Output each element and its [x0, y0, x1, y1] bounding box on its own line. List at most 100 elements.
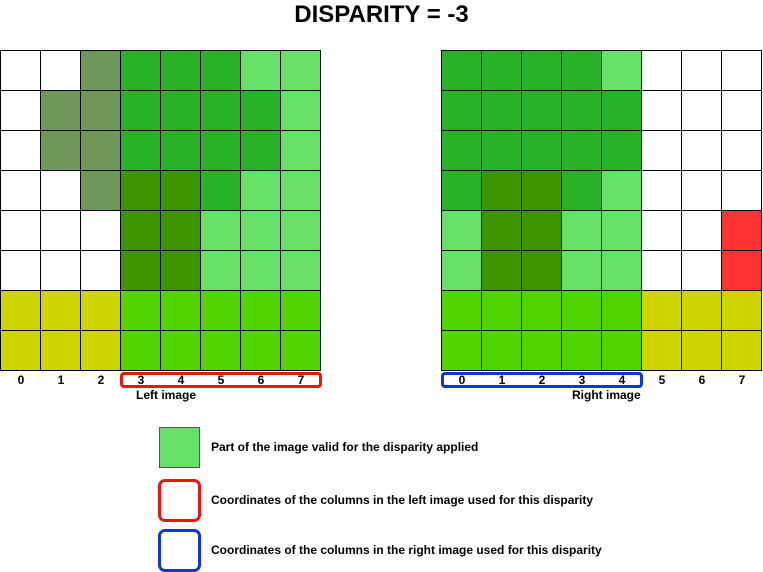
left-cell — [200, 50, 241, 91]
right-cell — [561, 250, 602, 291]
left-image-row — [0, 290, 321, 331]
left-cell — [80, 210, 121, 251]
left-cell — [0, 290, 41, 331]
right-cell — [561, 170, 602, 211]
left-cell — [280, 50, 321, 91]
left-cell — [120, 290, 161, 331]
right-cell — [641, 90, 682, 131]
right-cell — [601, 290, 642, 331]
left-cell — [80, 90, 121, 131]
right-cell — [481, 50, 522, 91]
right-cell — [561, 130, 602, 171]
right-cell — [601, 210, 642, 251]
left-cell — [80, 250, 121, 291]
right-cell — [721, 250, 762, 291]
left-column-label: 0 — [17, 373, 25, 387]
right-cell — [441, 210, 482, 251]
legend-swatch-valid — [159, 427, 200, 468]
right-cell — [481, 170, 522, 211]
left-cell — [0, 250, 41, 291]
left-cell — [280, 250, 321, 291]
right-cell — [601, 90, 642, 131]
legend-swatch-right-columns — [158, 529, 201, 572]
diagram-title: DISPARITY = -3 — [294, 1, 469, 28]
right-cell — [681, 170, 722, 211]
right-cell — [521, 250, 562, 291]
left-cell — [40, 290, 81, 331]
left-cell — [40, 330, 81, 371]
left-cell — [240, 210, 281, 251]
right-column-label: 3 — [578, 373, 586, 387]
right-cell — [521, 170, 562, 211]
right-image-column-labels: 0 1 2 3 4 5 6 7 — [442, 373, 762, 387]
left-cell — [160, 170, 201, 211]
right-column-label: 1 — [498, 373, 506, 387]
left-image-row — [0, 330, 321, 371]
right-cell — [601, 130, 642, 171]
right-cell — [601, 170, 642, 211]
right-column-label: 2 — [538, 373, 546, 387]
left-cell — [0, 130, 41, 171]
left-column-label: 4 — [177, 373, 185, 387]
left-cell — [280, 170, 321, 211]
right-image-label: Right image — [572, 388, 641, 402]
left-column-label: 6 — [257, 373, 265, 387]
left-cell — [160, 250, 201, 291]
left-cell — [0, 210, 41, 251]
right-cell — [721, 290, 762, 331]
left-image-grid — [0, 50, 321, 371]
right-cell — [441, 290, 482, 331]
right-cell — [441, 250, 482, 291]
right-column-label: 0 — [458, 373, 466, 387]
right-cell — [721, 330, 762, 371]
right-image-grid — [441, 50, 762, 371]
left-cell — [280, 290, 321, 331]
left-image-row — [0, 90, 321, 131]
right-image-row — [441, 250, 762, 291]
legend-swatch-left-columns — [158, 479, 201, 522]
left-cell — [200, 170, 241, 211]
right-image-row — [441, 90, 762, 131]
right-image-row — [441, 170, 762, 211]
left-cell — [120, 170, 161, 211]
right-cell — [441, 130, 482, 171]
right-cell — [681, 250, 722, 291]
left-cell — [120, 130, 161, 171]
left-cell — [280, 210, 321, 251]
right-cell — [521, 90, 562, 131]
right-cell — [641, 290, 682, 331]
left-image-row — [0, 250, 321, 291]
right-cell — [721, 130, 762, 171]
left-cell — [160, 90, 201, 131]
right-cell — [521, 50, 562, 91]
right-cell — [521, 210, 562, 251]
left-cell — [40, 250, 81, 291]
right-cell — [481, 250, 522, 291]
left-column-label: 2 — [97, 373, 105, 387]
left-cell — [120, 330, 161, 371]
right-cell — [681, 290, 722, 331]
left-cell — [280, 90, 321, 131]
left-cell — [200, 250, 241, 291]
left-cell — [280, 130, 321, 171]
left-cell — [120, 210, 161, 251]
left-cell — [80, 330, 121, 371]
legend-text-right-columns: Coordinates of the columns in the right … — [211, 543, 602, 557]
left-cell — [80, 130, 121, 171]
right-cell — [481, 290, 522, 331]
right-cell — [561, 90, 602, 131]
left-cell — [120, 250, 161, 291]
right-column-label: 6 — [698, 373, 706, 387]
left-cell — [0, 90, 41, 131]
left-cell — [240, 330, 281, 371]
right-cell — [561, 210, 602, 251]
left-column-label: 3 — [137, 373, 145, 387]
left-cell — [120, 50, 161, 91]
right-cell — [561, 290, 602, 331]
left-cell — [240, 290, 281, 331]
right-cell — [601, 50, 642, 91]
legend-text-left-columns: Coordinates of the columns in the left i… — [211, 493, 594, 507]
right-cell — [481, 90, 522, 131]
left-cell — [40, 90, 81, 131]
right-cell — [481, 210, 522, 251]
